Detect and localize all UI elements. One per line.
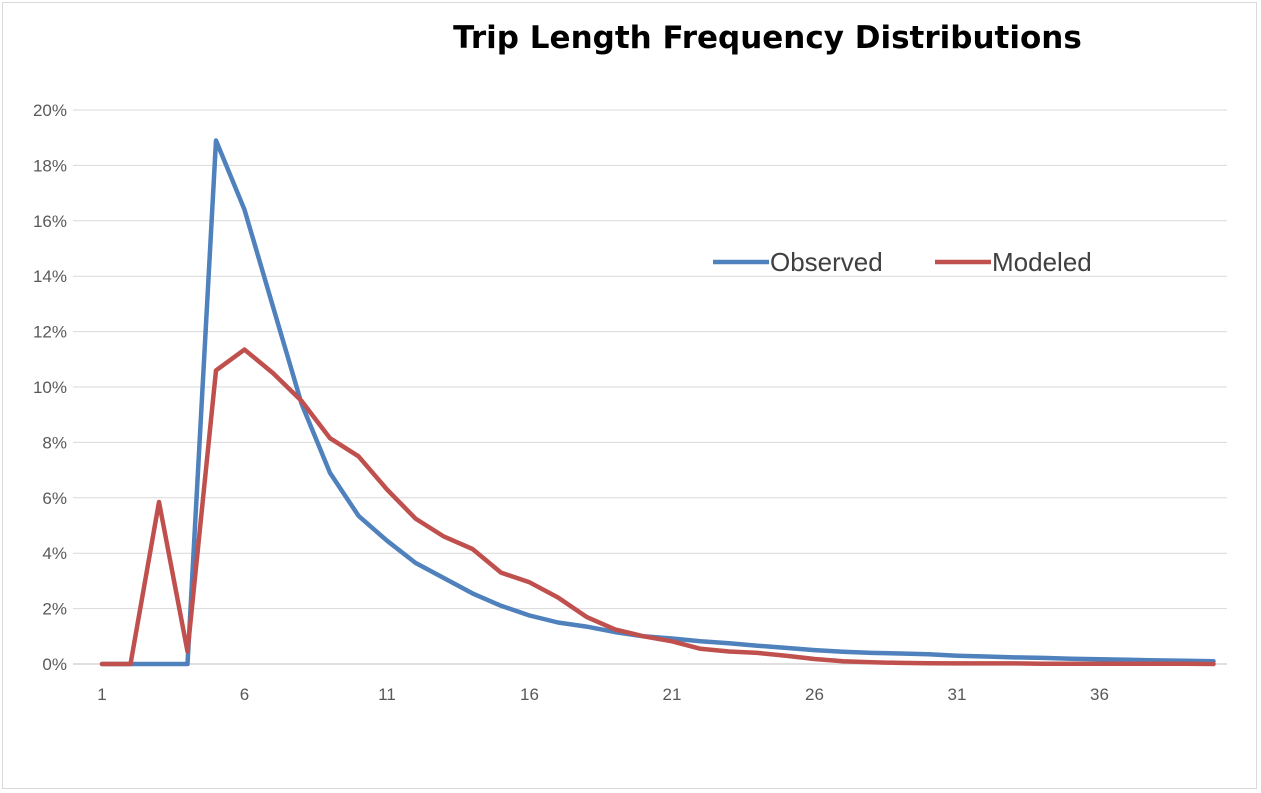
y-axis-tick-labels: 0% 2% 4% 6% 8% 10% 12% 14% 16% 18% 20% (33, 101, 67, 674)
y-tick-label: 6% (42, 489, 67, 508)
y-tick-label: 8% (42, 433, 67, 452)
x-tick-label: 11 (378, 685, 396, 704)
y-tick-label: 10% (33, 378, 67, 397)
legend-label-observed: Observed (770, 247, 883, 277)
y-tick-label: 18% (33, 156, 67, 175)
x-axis-tick-labels: 1 6 11 16 21 26 31 36 (97, 685, 1109, 704)
x-tick-label: 6 (240, 685, 249, 704)
legend-label-modeled: Modeled (992, 247, 1092, 277)
y-tick-label: 2% (42, 600, 67, 619)
x-tick-label: 16 (520, 685, 539, 704)
y-tick-label: 4% (42, 544, 67, 563)
gridlines (73, 109, 1227, 610)
series-line-modeled (99, 347, 1216, 667)
x-tick-label: 31 (948, 685, 967, 704)
x-tick-label: 36 (1090, 685, 1109, 704)
y-tick-label: 12% (33, 323, 67, 342)
legend: Observed Modeled (713, 247, 1092, 277)
x-tick-label: 21 (663, 685, 682, 704)
x-tick-label: 1 (97, 685, 106, 704)
y-tick-label: 14% (33, 267, 67, 286)
y-tick-label: 16% (33, 212, 67, 231)
chart-title: Trip Length Frequency Distributions (453, 20, 1082, 56)
series-line-observed (99, 138, 1216, 667)
x-tick-label: 26 (805, 685, 824, 704)
y-tick-label: 0% (42, 655, 67, 674)
series-lines (99, 138, 1216, 667)
y-tick-label: 20% (33, 101, 67, 120)
